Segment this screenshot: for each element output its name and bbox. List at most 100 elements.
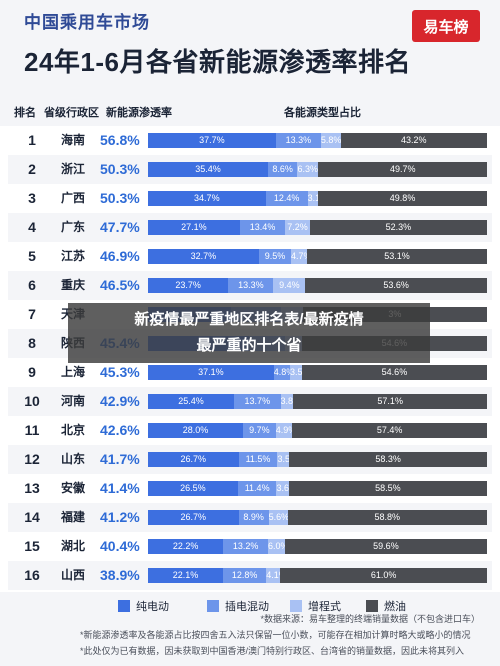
bar-segment-4: 58.5%	[288, 481, 487, 496]
bar-segment-2: 8.9%	[238, 510, 269, 525]
rank-cell: 11	[24, 422, 40, 438]
bar-segment-3: 7.2%	[285, 220, 310, 235]
table-row: 15 湖北 40.4% 22.2%13.2%6.0%59.6%	[8, 532, 492, 561]
rank-cell: 13	[24, 480, 40, 496]
overlay-line-1: 新疫情最严重地区排名表/最新疫情	[134, 311, 364, 328]
penetration-value: 46.9%	[100, 248, 140, 264]
table-row: 3 广西 50.3% 34.7%12.4%3.1%49.8%	[8, 184, 492, 213]
column-header-rank: 排名	[14, 107, 36, 119]
bar-segment-4: 52.3%	[309, 220, 487, 235]
bar-segment-1: 37.1%	[148, 365, 274, 380]
bar-segment-2: 11.5%	[238, 452, 278, 467]
stacked-bar: 28.0%9.7%4.9%57.4%	[148, 423, 487, 438]
table-row: 4 广东 47.7% 27.1% 13.4% 7.2% 52.3%	[8, 213, 492, 242]
header-subtitle: 中国乘用车市场	[24, 13, 150, 32]
bar-segment-1: 35.4%	[148, 162, 268, 177]
province-cell: 福建	[60, 510, 85, 524]
bar-segment-3: 4.7%	[291, 249, 307, 264]
stacked-bar: 22.2%13.2%6.0%59.6%	[148, 539, 487, 554]
page-title: 24年1-6月各省新能源渗透率排名	[24, 47, 411, 77]
bar-segment-1: 26.7%	[148, 510, 239, 525]
penetration-value: 41.7%	[100, 451, 140, 467]
bar-segment-4: 57.1%	[293, 394, 487, 409]
bar-segment-1: 22.2%	[148, 539, 224, 554]
footnote-2: *此处仅为已有数据，因未获取到中国香港/澳门特别行政区、台湾省的销量数据，因此未…	[80, 646, 465, 656]
penetration-value: 47.7%	[100, 219, 140, 235]
table-row: 16 山西 38.9% 22.1%12.8%4.1%61.0%	[8, 561, 492, 590]
overlay-line-2: 最严重的十个省	[196, 337, 302, 354]
penetration-value: 50.3%	[100, 161, 140, 177]
rank-cell: 3	[28, 190, 36, 206]
province-cell: 广西	[60, 191, 85, 205]
bar-segment-1: 32.7%	[148, 249, 259, 264]
penetration-value: 42.6%	[100, 422, 140, 438]
bar-segment-4: 53.6%	[305, 278, 487, 293]
table-row: 5 江苏 46.9% 32.7%9.5%4.7%53.1%	[8, 242, 492, 271]
bar-segment-3: 3.5%	[290, 365, 302, 380]
penetration-value: 56.8%	[100, 132, 140, 148]
rank-cell: 1	[28, 132, 36, 148]
table-row: 10 河南 42.9% 25.4%13.7%3.8%57.1%	[8, 387, 492, 416]
province-cell: 河南	[60, 394, 85, 408]
rank-cell: 10	[24, 393, 40, 409]
bar-segment-3: 3.6%	[276, 481, 289, 496]
legend-swatch	[366, 600, 378, 612]
bar-segment-1: 28.0%	[148, 423, 243, 438]
province-cell: 湖北	[60, 539, 85, 553]
bar-segment-1: 26.7%	[148, 452, 239, 467]
stacked-bar: 22.1%12.8%4.1%61.0%	[148, 568, 487, 583]
bar-segment-2: 9.5%	[258, 249, 292, 264]
stacked-bar: 37.1%4.8%3.5%54.6%	[148, 365, 487, 380]
source-note: *数据来源：易车整理的终端销量数据（不包含进口车）	[260, 614, 480, 624]
rank-cell: 7	[28, 306, 36, 322]
bar-segment-2: 11.4%	[237, 481, 277, 496]
legend-swatch	[118, 600, 130, 612]
bar-segment-3: 4.9%	[275, 423, 293, 438]
column-header-penetration: 新能源渗透率	[106, 107, 172, 119]
bar-segment-2: 13.4%	[239, 220, 286, 235]
stacked-bar: 25.4%13.7%3.8%57.1%	[148, 394, 487, 409]
stacked-bar: 32.7%9.5%4.7%53.1%	[148, 249, 487, 264]
bar-segment-2: 13.2%	[223, 539, 268, 554]
bar-segment-4: 59.6%	[284, 539, 487, 554]
bar-segment-2: 8.6%	[268, 162, 298, 177]
bar-segment-2: 12.4%	[265, 191, 308, 206]
bar-segment-2: 13.3%	[275, 133, 321, 148]
bar-segment-3: 3.1%	[307, 191, 319, 206]
rank-cell: 15	[24, 538, 40, 554]
bar-segment-4: 58.3%	[289, 452, 487, 467]
legend-item: 燃油	[366, 596, 406, 616]
bar-segment-3: 6.3%	[297, 162, 319, 177]
bar-segment-4: 61.0%	[280, 568, 487, 583]
bar-segment-1: 26.5%	[148, 481, 238, 496]
brand-logo: 易车榜	[412, 10, 480, 42]
bar-segment-4: 49.8%	[318, 191, 487, 206]
bar-segment-4: 58.8%	[287, 510, 487, 525]
province-cell: 安徽	[60, 481, 85, 495]
province-cell: 重庆	[60, 278, 85, 292]
province-cell: 海南	[60, 133, 85, 147]
footnote-1: *新能源渗透率及各能源占比按四舍五入法只保留一位小数，可能存在相加计算时略大或略…	[80, 630, 471, 640]
ranking-table: 1 海南 56.8% 37.7% 13.3% 5.8% 43.2% 2 浙江 50.3% 35.4%…	[0, 126, 500, 592]
rank-cell: 8	[28, 335, 36, 351]
column-header-share: 各能源类型占比	[284, 107, 361, 119]
stacked-bar: 26.7%11.5%3.5%58.3%	[148, 452, 487, 467]
rank-cell: 14	[24, 509, 40, 525]
rank-cell: 2	[28, 161, 36, 177]
bar-segment-3: 6.0%	[267, 539, 285, 554]
stacked-bar: 35.4% 8.6% 6.3% 49.7%	[148, 162, 487, 177]
bar-segment-1: 27.1%	[148, 220, 240, 235]
stacked-bar: 26.7% 8.9% 5.6% 58.8%	[148, 510, 487, 525]
bar-segment-1: 25.4%	[148, 394, 235, 409]
legend-label: 增程式	[308, 601, 341, 613]
province-cell: 广东	[60, 220, 85, 234]
bar-segment-3: 5.8%	[320, 133, 341, 148]
column-header-province: 省级行政区	[44, 107, 99, 119]
header: 中国乘用车市场 24年1-6月各省新能源渗透率排名 易车榜	[0, 0, 500, 96]
province-cell: 山东	[60, 452, 85, 466]
rank-cell: 16	[24, 567, 40, 583]
table-row: 14 福建 41.2% 26.7% 8.9% 5.6% 58.8%	[8, 503, 492, 532]
penetration-value: 38.9%	[100, 567, 140, 583]
table-row: 13 安徽 41.4% 26.5%11.4%3.6%58.5%	[8, 474, 492, 503]
rank-cell: 12	[24, 451, 40, 467]
